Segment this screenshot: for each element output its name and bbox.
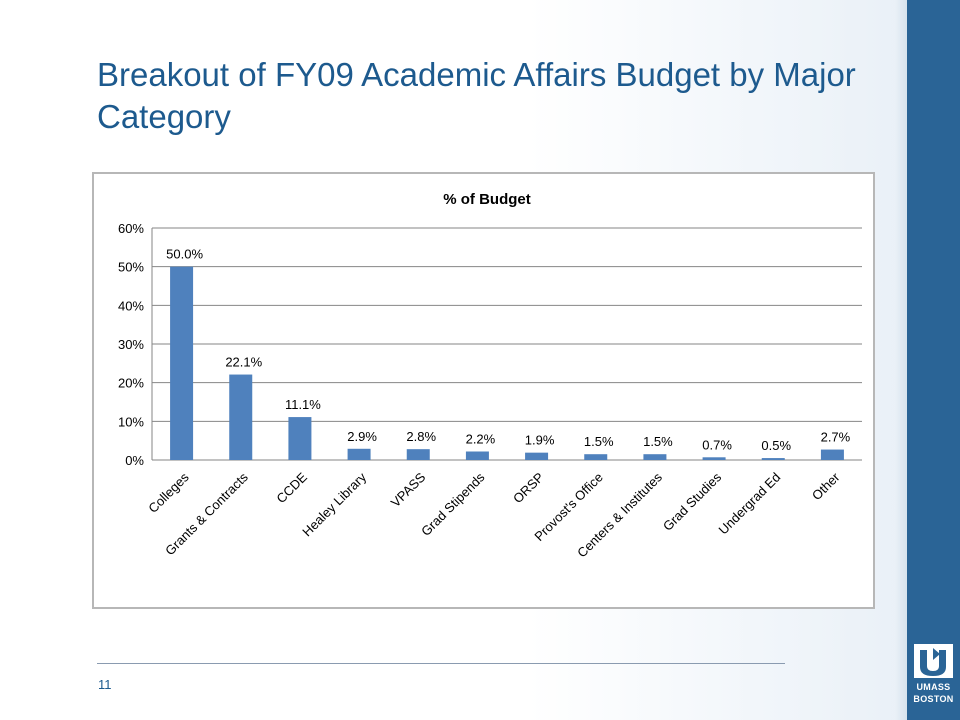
data-label: 2.8% xyxy=(406,429,436,444)
y-tick-label: 0% xyxy=(125,453,144,468)
logo-text-boston: BOSTON xyxy=(913,694,954,704)
gridlines xyxy=(151,227,862,461)
bar xyxy=(406,449,430,460)
data-label: 2.7% xyxy=(821,430,851,445)
x-tick-label: Grad Stipends xyxy=(418,469,488,539)
bar xyxy=(170,266,194,460)
y-tick-label: 60% xyxy=(118,221,144,236)
data-labels: 50.0% 22.1% 11.1% 2.9% 2.8% 2.2% 1.9% 1.5% 1.5% 0… xyxy=(166,247,851,453)
y-tick-label: 50% xyxy=(118,260,144,275)
right-brand-band xyxy=(907,0,960,720)
y-tick-label: 30% xyxy=(118,337,144,352)
data-label: 1.5% xyxy=(643,434,673,449)
bar xyxy=(702,457,726,460)
x-tick-label: Grad Studies xyxy=(660,469,725,534)
data-label: 2.9% xyxy=(347,429,377,444)
bars xyxy=(170,266,844,460)
chart-frame: % of Budget 50.0% 22.1% 11.1% 2.9% 2.8% 2.2% 1… xyxy=(92,172,875,609)
right-band-highlight xyxy=(895,0,907,720)
x-tick-label: CCDE xyxy=(273,469,310,506)
bar xyxy=(229,374,253,460)
x-tick-label: Other xyxy=(809,469,843,503)
bar xyxy=(761,458,785,460)
x-tick-label: Undergrad Ed xyxy=(716,470,784,538)
bar xyxy=(347,448,371,460)
y-tick-label: 20% xyxy=(118,376,144,391)
data-label: 1.5% xyxy=(584,434,614,449)
y-tick-label: 40% xyxy=(118,298,144,313)
x-tick-label: VPASS xyxy=(388,469,429,510)
data-label: 0.5% xyxy=(761,438,791,453)
footer-divider xyxy=(97,663,785,664)
bar xyxy=(288,417,312,460)
logo-text-umass: UMASS xyxy=(916,682,951,692)
bar xyxy=(820,449,844,460)
bar xyxy=(643,454,667,460)
data-label: 2.2% xyxy=(466,431,496,446)
y-axis-ticks: 0% 10% 20% 30% 40% 50% 60% xyxy=(118,221,144,468)
data-label: 22.1% xyxy=(225,355,262,370)
bar xyxy=(584,454,608,460)
umass-boston-logo xyxy=(914,644,953,678)
data-label: 1.9% xyxy=(525,433,555,448)
bar-chart: % of Budget 50.0% 22.1% 11.1% 2.9% 2.8% 2.2% 1… xyxy=(118,191,862,560)
bar xyxy=(465,451,489,460)
x-tick-label: ORSP xyxy=(510,470,547,507)
x-tick-label: Colleges xyxy=(145,469,192,516)
data-label: 11.1% xyxy=(285,397,321,412)
page-number: 11 xyxy=(98,677,112,692)
y-tick-label: 10% xyxy=(118,414,144,429)
chart-title: % of Budget xyxy=(443,191,531,208)
bar xyxy=(525,452,549,460)
x-tick-label: Healey Library xyxy=(299,469,369,539)
data-label: 50.0% xyxy=(166,247,203,262)
data-label: 0.7% xyxy=(702,437,732,452)
slide-title: Breakout of FY09 Academic Affairs Budget… xyxy=(97,56,856,135)
